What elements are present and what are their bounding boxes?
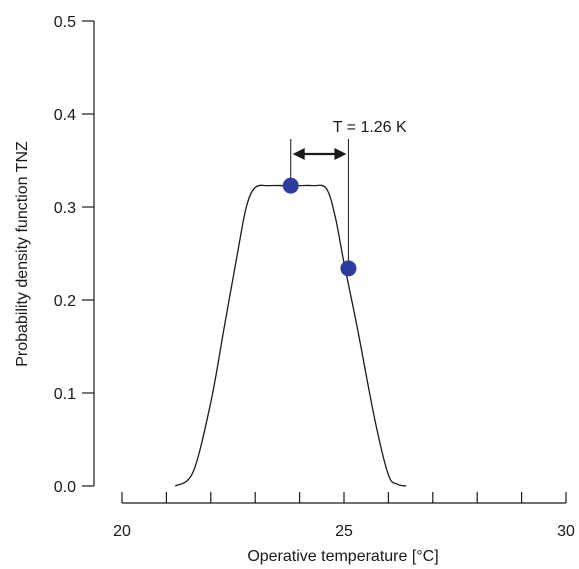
x-tick-label: 20	[113, 523, 131, 540]
x-axis-label: Operative temperature [°C]	[247, 548, 438, 565]
data-point	[282, 177, 299, 194]
arrowhead-left-icon	[292, 147, 305, 160]
y-tick-label: 0.1	[54, 386, 76, 403]
pdf-curve	[174, 184, 407, 487]
y-tick-label: 0.3	[54, 200, 76, 217]
x-tick-label: 30	[557, 523, 575, 540]
axes: 20 25 30 0.0 0.1 0.2 0.3 0.4 0.5	[54, 14, 575, 540]
y-tick-label: 0.4	[54, 107, 76, 124]
y-tick-label: 0.5	[54, 14, 76, 31]
x-tick-label: 25	[335, 523, 353, 540]
annotation-text: T = 1.26 K	[333, 119, 407, 136]
annotation-layer: T = 1.26 K	[290, 119, 407, 269]
y-axis-label: Probability density function TNZ	[14, 141, 31, 367]
y-tick-label: 0.2	[54, 293, 76, 310]
points-layer	[282, 177, 357, 277]
y-tick-label: 0.0	[54, 479, 76, 496]
data-point	[340, 260, 357, 277]
curve-layer	[174, 184, 407, 487]
arrowhead-right-icon	[334, 147, 347, 160]
